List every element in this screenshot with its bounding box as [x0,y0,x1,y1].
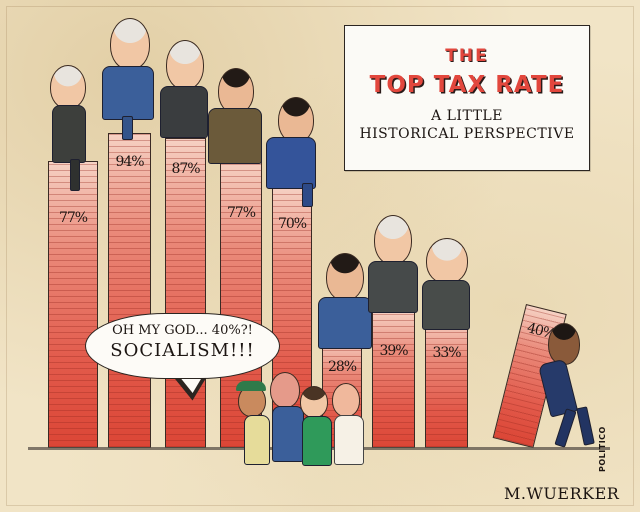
figure-leg [70,159,80,191]
crowd-body [272,406,304,462]
bar-value-label: 28% [327,359,357,375]
bar-8: 33% [425,318,468,448]
figure-leg [122,116,133,140]
bar-value-label: 70% [277,216,307,232]
crowd-head [332,383,360,417]
figure-head [50,65,86,109]
artist-signature: M.WUERKER [504,484,620,503]
bar-value-label: 87% [171,161,200,177]
crowd-body [334,415,364,465]
figure-head [326,253,364,301]
bar-7: 39% [372,310,415,448]
figure-head [218,68,254,114]
bar-value-label: 77% [58,210,88,226]
figure-leg [302,183,313,207]
bar-2: 94% [108,133,151,448]
figure-head [110,18,150,70]
bar-1: 77% [48,161,98,448]
bar-value-label: 39% [379,343,408,359]
subtitle-line-2: HISTORICAL PERSPECTIVE [359,126,575,142]
title-card: THE TOP TAX RATE A LITTLE HISTORICAL PER… [344,25,590,171]
figure-suit [537,358,579,418]
publisher-credit: POLITICO [598,426,607,472]
bar-value-label: 77% [226,205,256,221]
cap [236,381,266,391]
speech-line-2: SOCIALISM!!! [110,340,255,361]
crowd-head [300,386,328,418]
figure-suit [52,105,86,163]
speech-line-1: OH MY GOD... 40%?! [112,323,253,338]
crowd-head [270,372,300,408]
title-line-1: THE [445,46,489,66]
figure-head [426,238,468,284]
figure-suit [368,261,418,313]
figure-suit [208,108,262,164]
figure-suit [318,297,372,349]
crowd-body [244,415,270,465]
figure-leg [576,406,595,446]
title-line-2: TOP TAX RATE [369,72,565,98]
crowd-body [302,416,332,466]
figure-head [374,215,412,265]
figure-suit [266,137,316,189]
figure-head [166,40,204,90]
figure-suit [160,86,208,138]
bar-value-label: 33% [432,345,461,361]
figure-suit [422,280,470,330]
subtitle-line-1: A LITTLE [431,108,503,124]
figure-suit [102,66,154,120]
figure-head [548,323,580,365]
bar-value-label: 94% [115,154,144,170]
figure-head [278,97,314,143]
speech-bubble: OH MY GOD... 40%?! SOCIALISM!!! [85,313,280,379]
